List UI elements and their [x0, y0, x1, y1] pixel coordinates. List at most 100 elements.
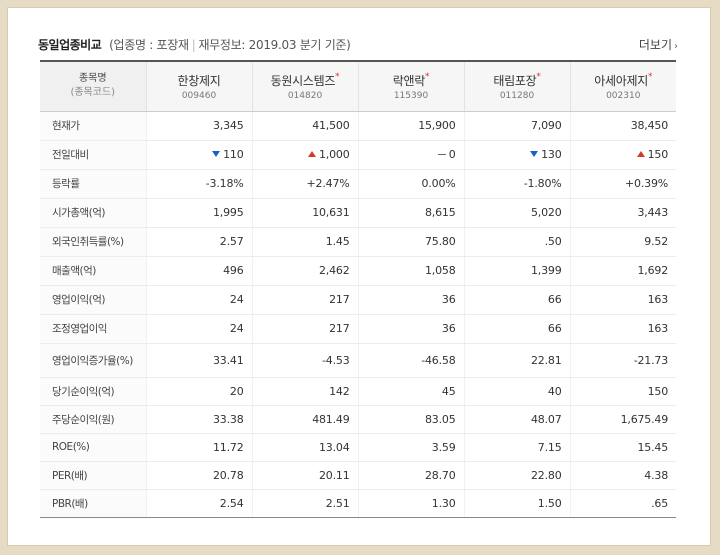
company-code: 002310: [606, 90, 641, 101]
table-cell: .65: [569, 489, 676, 518]
company-header-011280[interactable]: 태림포장* 011280: [463, 60, 570, 112]
table-row: 시가총액(억) 1,995 10,631 8,615 5,020 3,443: [40, 198, 676, 228]
row-label: 매출액(억): [40, 256, 146, 286]
company-name-link[interactable]: 태림포장*: [493, 71, 541, 88]
table-cell: 1.50: [463, 489, 570, 518]
table-cell: 496: [145, 256, 252, 286]
company-name-link[interactable]: 한창제지: [177, 73, 221, 88]
row-label: ROE(%): [40, 433, 146, 462]
star-icon: *: [536, 71, 541, 82]
table-cell: 36: [357, 314, 464, 344]
star-icon: *: [425, 71, 430, 82]
company-header-009460[interactable]: 한창제지 009460: [145, 60, 252, 112]
company-header-014820[interactable]: 동원시스템즈* 014820: [251, 60, 358, 112]
table-cell: 9.52: [569, 227, 676, 257]
table-cell: 150: [569, 377, 676, 406]
row-label: PER(배): [40, 461, 146, 490]
table-cell: 15,900: [357, 111, 464, 141]
table-cell: 1,399: [463, 256, 570, 286]
table-cell: 481.49: [251, 405, 358, 434]
table-row: 주당순이익(원) 33.38 481.49 83.05 48.07 1,675.49: [40, 405, 676, 434]
table-cell: 2.54: [145, 489, 252, 518]
table-cell: +0.39%: [569, 169, 676, 199]
finance-basis-label: 재무정보: 2019.03 분기 기준: [198, 38, 347, 52]
star-icon: *: [648, 71, 653, 82]
table-row: 조정영업이익 24 217 36 66 163: [40, 314, 676, 344]
table-cell: 66: [463, 285, 570, 315]
table-cell: 1,058: [357, 256, 464, 286]
table-row: ROE(%) 11.72 13.04 3.59 7.15 15.45: [40, 433, 676, 462]
table-cell: 20: [145, 377, 252, 406]
peer-comparison-table: 종목명 (종목코드) 한창제지 009460 동원시스템즈* 014820 락앤락* 11…: [40, 60, 676, 518]
row-label: 시가총액(억): [40, 198, 146, 228]
table-cell: 0.00%: [357, 169, 464, 199]
table-cell: 75.80: [357, 227, 464, 257]
company-code: 014820: [287, 90, 323, 101]
table-header-row: 종목명 (종목코드) 한창제지 009460 동원시스템즈* 014820 락앤락* 11…: [40, 60, 676, 112]
divider: |: [191, 38, 196, 52]
row-label: 당기순이익(억): [40, 377, 146, 406]
company-header-002310[interactable]: 아세아제지* 002310: [569, 60, 676, 112]
table-cell: 41,500: [251, 111, 358, 141]
company-name-link[interactable]: 동원시스템즈*: [270, 71, 340, 88]
company-code: 009460: [181, 90, 217, 101]
table-row: 당기순이익(억) 20 142 45 40 150: [40, 377, 676, 406]
table-cell: -46.58: [357, 343, 464, 378]
table-body: 현재가 3,345 41,500 15,900 7,090 38,450 전일대비 110 1,…: [40, 111, 676, 518]
table-cell: 1,000: [251, 140, 358, 170]
table-cell: 83.05: [357, 405, 464, 434]
table-row: 전일대비 110 1,000 0 130 150: [40, 140, 676, 170]
arrow-up-icon: [308, 151, 316, 157]
table-cell: 163: [569, 285, 676, 315]
table-row: 영업이익(억) 24 217 36 66 163: [40, 285, 676, 315]
table-cell: 4.38: [569, 461, 676, 490]
table-cell: 13.04: [251, 433, 358, 462]
table-cell: 2.57: [145, 227, 252, 257]
table-row: 현재가 3,345 41,500 15,900 7,090 38,450: [40, 111, 676, 141]
table-cell: 45: [357, 377, 464, 406]
arrow-down-icon: [212, 151, 221, 157]
table-cell: 142: [251, 377, 358, 406]
company-header-115390[interactable]: 락앤락* 115390: [357, 60, 464, 112]
table-cell: 7.15: [463, 433, 570, 462]
table-cell: 150: [569, 140, 676, 170]
arrow-up-icon: [636, 151, 645, 157]
table-cell: -1.80%: [463, 169, 570, 199]
table-row: 매출액(억) 496 2,462 1,058 1,399 1,692: [40, 256, 676, 286]
table-cell: +2.47%: [251, 169, 358, 199]
chevron-right-icon: ›: [674, 41, 678, 52]
row-label: 영업이익증가율(%): [40, 343, 146, 378]
table-cell: 5,020: [463, 198, 570, 228]
arrow-down-icon: [530, 151, 539, 157]
company-name-link[interactable]: 아세아제지*: [594, 71, 653, 88]
table-cell: 20.78: [145, 461, 252, 490]
company-name-link[interactable]: 락앤락*: [392, 71, 430, 88]
table-cell: 3,443: [569, 198, 676, 228]
name-column-header: 종목명 (종목코드): [40, 60, 146, 112]
table-cell: .50: [463, 227, 570, 257]
row-label: 조정영업이익: [40, 314, 146, 344]
table-cell: 38,450: [569, 111, 676, 141]
table-cell: 3,345: [145, 111, 252, 141]
row-label: 등락률: [40, 169, 146, 199]
table-cell: 8,615: [357, 198, 464, 228]
row-label: 주당순이익(원): [40, 405, 146, 434]
table-cell: 1,675.49: [569, 405, 676, 434]
table-cell: 20.11: [251, 461, 358, 490]
table-cell: -3.18%: [145, 169, 252, 199]
table-cell: 1,995: [145, 198, 252, 228]
row-label: PBR(배): [40, 489, 146, 518]
table-cell: 163: [569, 314, 676, 344]
table-cell: 24: [145, 285, 252, 315]
star-icon: *: [335, 71, 340, 82]
table-cell: 2,462: [251, 256, 358, 286]
table-row: 등락률 -3.18% +2.47% 0.00% -1.80% +0.39%: [40, 169, 676, 199]
more-link[interactable]: 더보기 ›: [638, 38, 678, 52]
table-cell: 1,692: [569, 256, 676, 286]
table-cell: 0: [357, 140, 464, 170]
row-label: 전일대비: [40, 140, 146, 170]
table-cell: 33.38: [145, 405, 252, 434]
table-cell: 15.45: [569, 433, 676, 462]
table-cell: 24: [145, 314, 252, 344]
table-cell: 7,090: [463, 111, 570, 141]
